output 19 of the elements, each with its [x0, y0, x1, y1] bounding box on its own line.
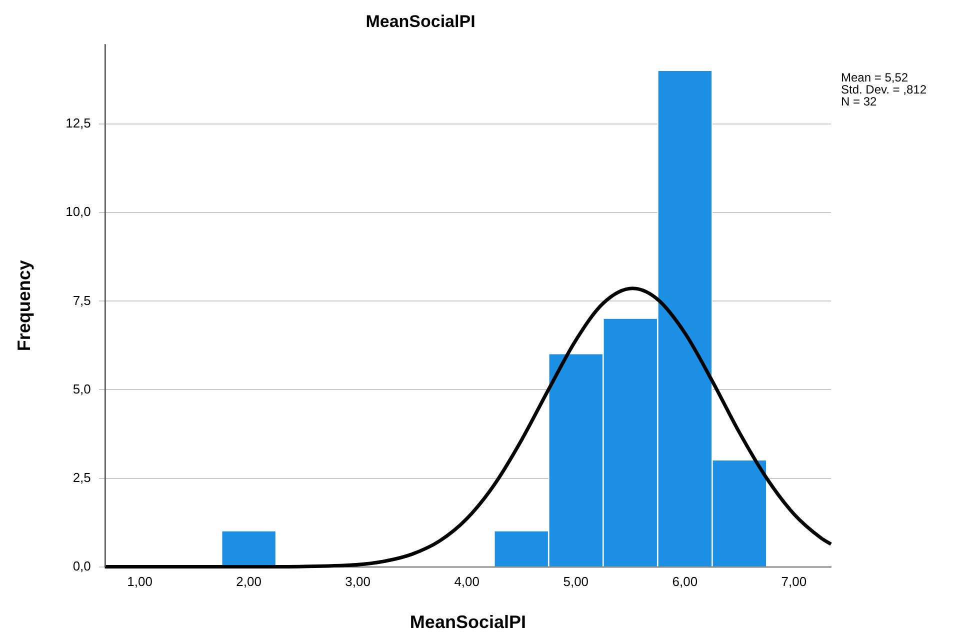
- y-tick-label: 2,5: [72, 470, 91, 485]
- y-tick-label: 12,5: [66, 116, 91, 131]
- x-tick-label: 6,00: [672, 574, 698, 590]
- text: Mean = 5,52: [841, 70, 908, 85]
- x-tick-label: 3,00: [345, 574, 370, 590]
- x-tick-label: 1,00: [127, 574, 152, 590]
- y-tick-label: 5,0: [72, 381, 91, 396]
- text: Std. Dev. = ,812: [841, 82, 927, 97]
- y-tick-label: 0,0: [72, 558, 91, 574]
- y-tick-label: 10,0: [66, 204, 91, 220]
- chart-title: MeanSocialPI: [366, 12, 476, 31]
- x-tick-label: 7,00: [781, 574, 807, 590]
- y-tick-label: 7,5: [72, 292, 91, 308]
- text: N = 32: [841, 94, 878, 109]
- x-tick-label: 2,00: [236, 574, 262, 590]
- x-tick-label: 5,00: [563, 574, 589, 590]
- x-axis-title: MeanSocialPI: [410, 612, 526, 632]
- y-axis-title: Frequency: [14, 260, 34, 352]
- x-tick-label: 4,00: [454, 574, 480, 590]
